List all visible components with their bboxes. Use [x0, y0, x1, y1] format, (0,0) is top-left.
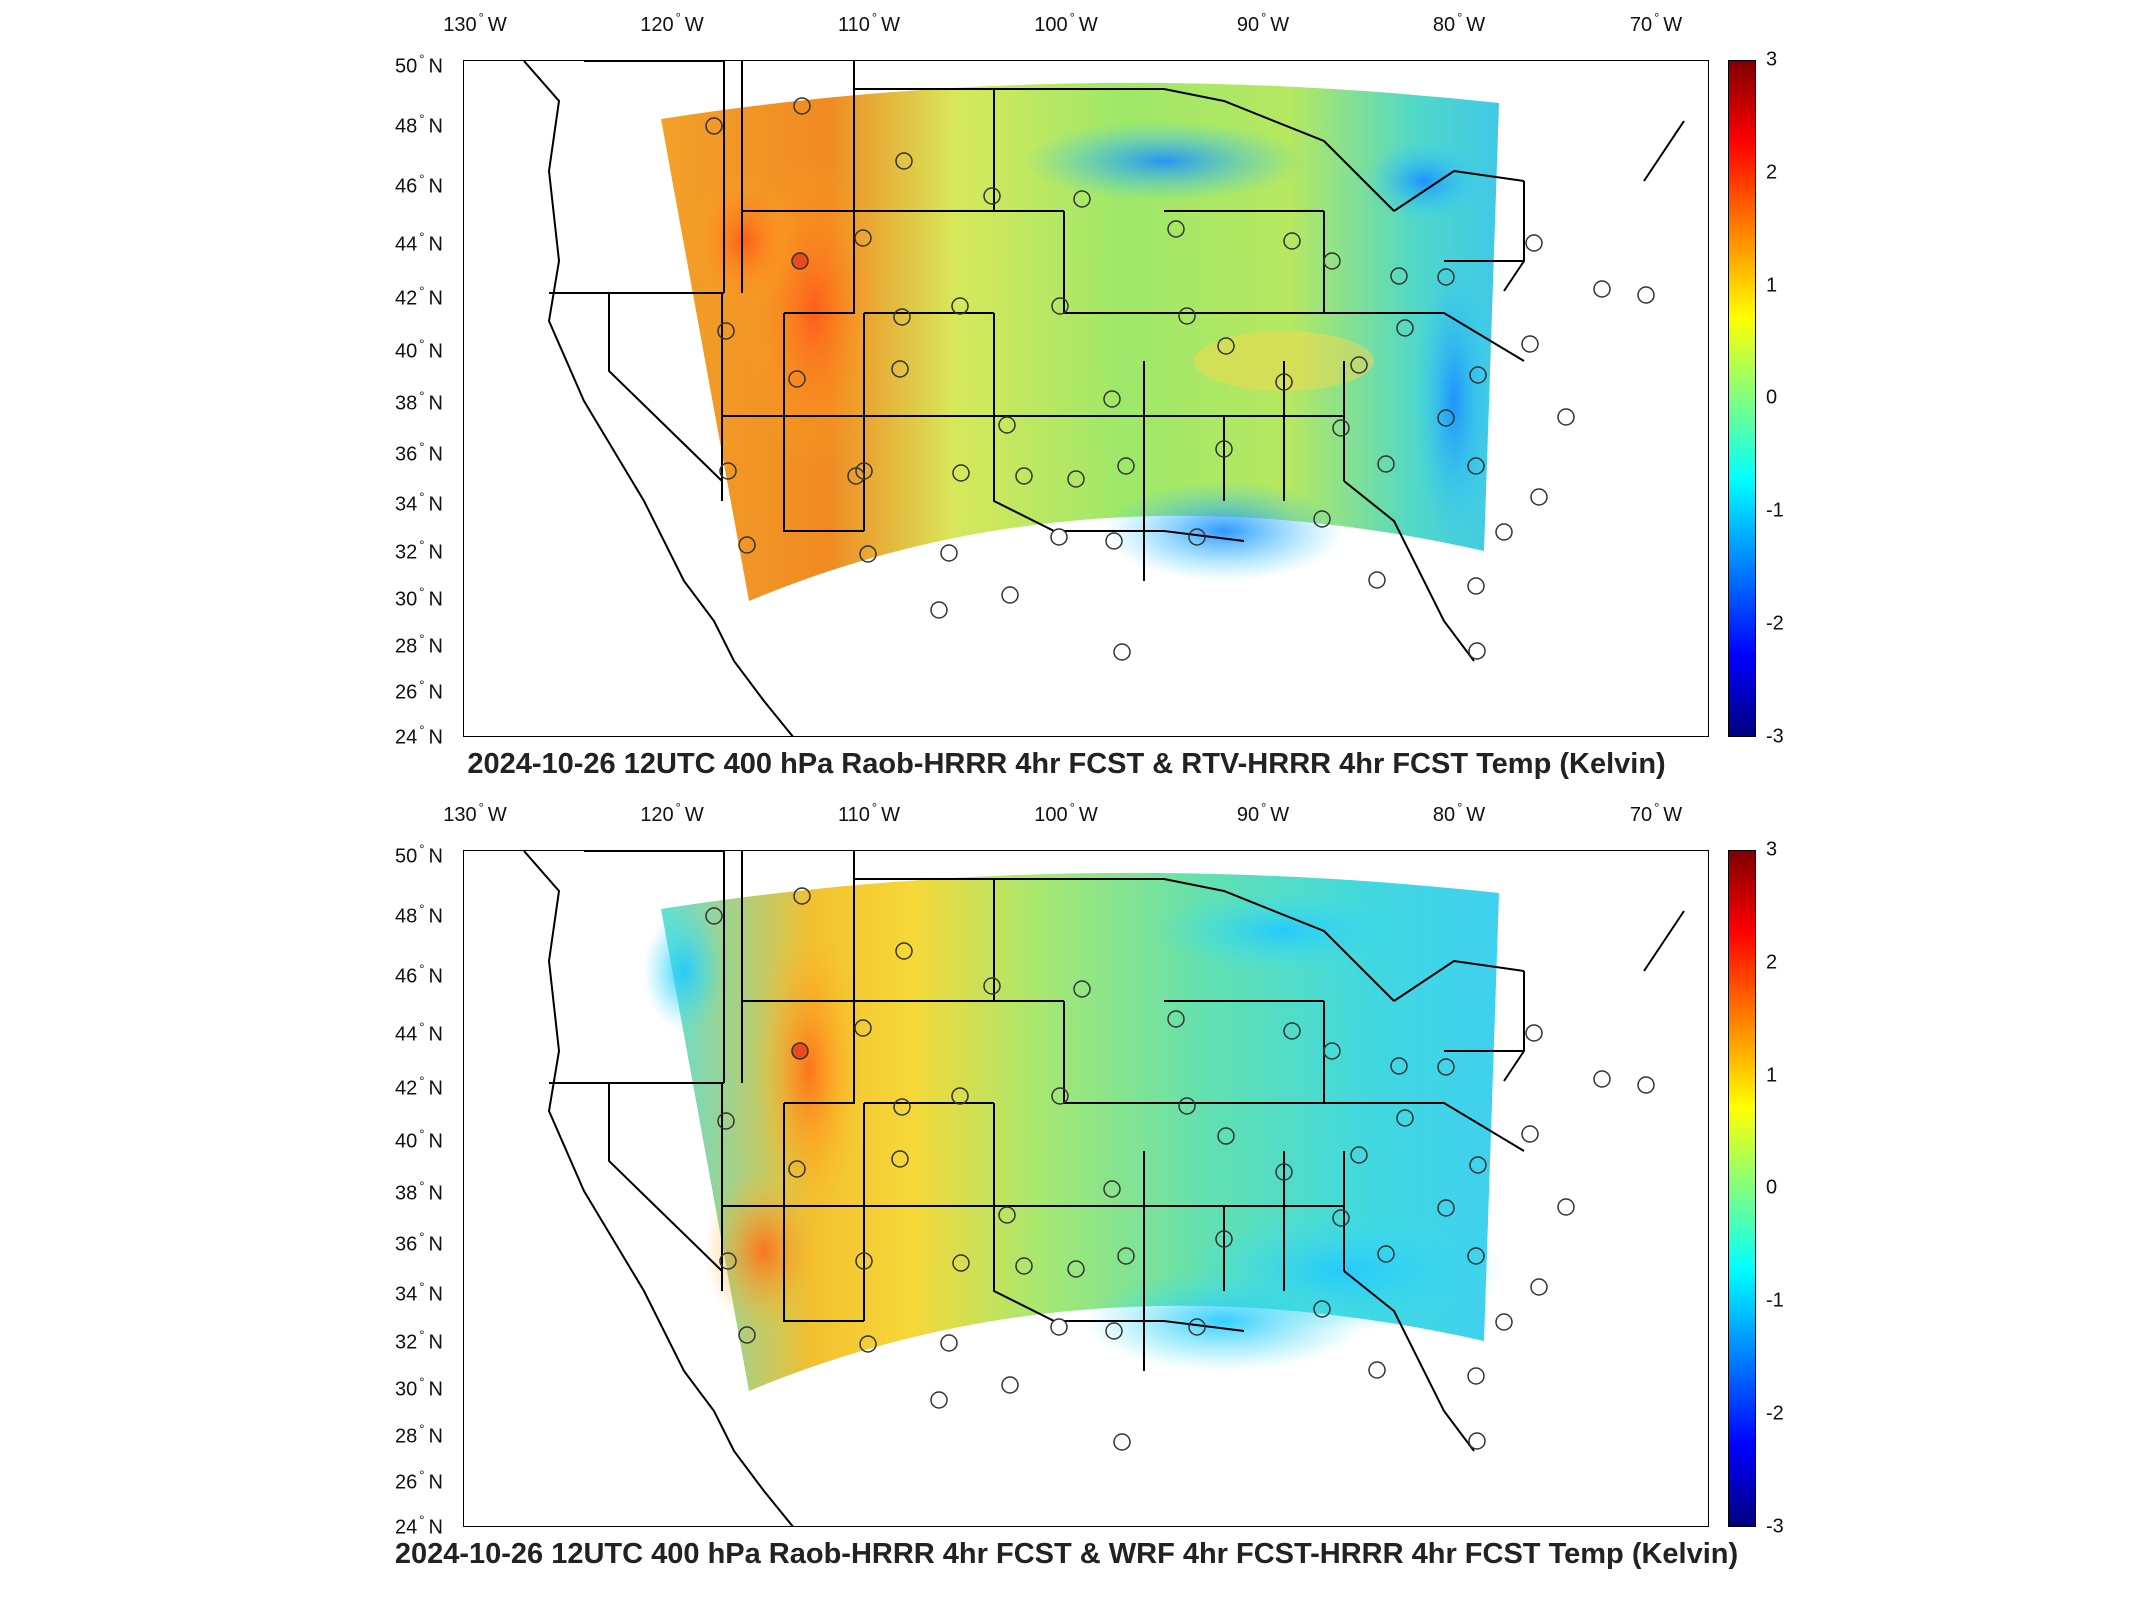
lat-label: 32 ° N: [395, 537, 443, 564]
lon-label: 130 ° W: [443, 800, 507, 826]
data-field: [661, 82, 1499, 601]
colorbar-tick-label: 3: [1766, 48, 1778, 71]
lon-label: 130 ° W: [443, 10, 507, 36]
lon-label: 90 ° W: [1236, 800, 1290, 826]
conus-map: [523, 61, 1685, 736]
lon-label: 70 ° W: [1629, 10, 1683, 36]
lat-label: 42 ° N: [395, 283, 443, 310]
state-boundaries: [523, 851, 1685, 1526]
lat-label: 38 ° N: [395, 1178, 443, 1205]
lat-label: 40 ° N: [395, 1126, 443, 1153]
lon-label: 120 ° W: [640, 800, 704, 826]
colorbar-tick-label: -2: [1766, 612, 1784, 635]
lon-label: 80 ° W: [1432, 800, 1486, 826]
lon-label: 70 ° W: [1629, 800, 1683, 826]
lat-label: 30 ° N: [395, 584, 443, 611]
lat-label: 36 ° N: [395, 1229, 443, 1256]
lat-label: 46 ° N: [395, 961, 443, 988]
colorbar-tick-label: 0: [1766, 1176, 1778, 1199]
lat-label: 24 ° N: [395, 722, 443, 749]
lon-label: 110 ° W: [838, 10, 900, 36]
lon-label: 120 ° W: [640, 10, 704, 36]
state-boundaries: [523, 61, 1685, 736]
colorbar-tick-label: -3: [1766, 1515, 1784, 1538]
map-panel-top: 130 ° W 120 ° W 110 ° W 100 ° W 90 ° W 80 ° W 70 ° W 5…: [395, 10, 1784, 780]
lat-label: 34 ° N: [395, 1279, 443, 1306]
lat-label: 28 ° N: [395, 1421, 443, 1448]
lat-label: 24 ° N: [395, 1512, 443, 1539]
lat-label: 38 ° N: [395, 388, 443, 415]
map-plot-area: [463, 850, 1709, 1527]
lat-label: 48 ° N: [395, 111, 443, 138]
lat-label: 28 ° N: [395, 631, 443, 658]
colorbar-tick-label: 2: [1766, 161, 1778, 184]
lat-label: 40 ° N: [395, 336, 443, 363]
colorbar: [1728, 60, 1756, 737]
lat-label: 26 ° N: [395, 677, 443, 704]
colorbar-tick-label: 3: [1766, 838, 1778, 861]
lat-label: 42 ° N: [395, 1073, 443, 1100]
map-panel-bottom: 130 ° W 120 ° W 110 ° W 100 ° W 90 ° W 80 ° W 70 ° W 5…: [0, 790, 2133, 1590]
lat-label: 50 ° N: [395, 841, 443, 868]
lat-label: 36 ° N: [395, 439, 443, 466]
lon-label: 100 ° W: [1034, 800, 1098, 826]
colorbar-tick-label: 1: [1766, 1064, 1778, 1087]
lat-label: 44 ° N: [395, 229, 443, 256]
colorbar-tick-label: -1: [1766, 499, 1784, 522]
panel-title: 2024-10-26 12UTC 400 hPa Raob-HRRR 4hr F…: [394, 1538, 1739, 1570]
lon-label: 90 ° W: [1236, 10, 1290, 36]
lat-label: 32 ° N: [395, 1327, 443, 1354]
colorbar-tick-label: 0: [1766, 386, 1778, 409]
lon-label: 100 ° W: [1034, 10, 1098, 36]
lat-label: 34 ° N: [395, 489, 443, 516]
colorbar-tick-label: -1: [1766, 1289, 1784, 1312]
lat-label: 46 ° N: [395, 171, 443, 198]
lat-label: 48 ° N: [395, 901, 443, 928]
raob-stations: [705, 887, 1655, 1451]
panel-title: 2024-10-26 12UTC 400 hPa Raob-HRRR 4hr F…: [467, 748, 1666, 780]
colorbar-tick-label: 1: [1766, 274, 1778, 297]
lon-label: 110 ° W: [838, 800, 900, 826]
lat-label: 44 ° N: [395, 1019, 443, 1046]
raob-stations: [705, 97, 1655, 661]
colorbar-tick-label: 2: [1766, 951, 1778, 974]
lat-label: 26 ° N: [395, 1467, 443, 1494]
map-plot-area: [463, 60, 1709, 737]
colorbar-tick-label: -2: [1766, 1402, 1784, 1425]
lat-label: 50 ° N: [395, 51, 443, 78]
lat-label: 30 ° N: [395, 1374, 443, 1401]
lon-label: 80 ° W: [1432, 10, 1486, 36]
colorbar-tick-label: -3: [1766, 725, 1784, 748]
conus-map: [523, 851, 1685, 1526]
colorbar: [1728, 850, 1756, 1527]
